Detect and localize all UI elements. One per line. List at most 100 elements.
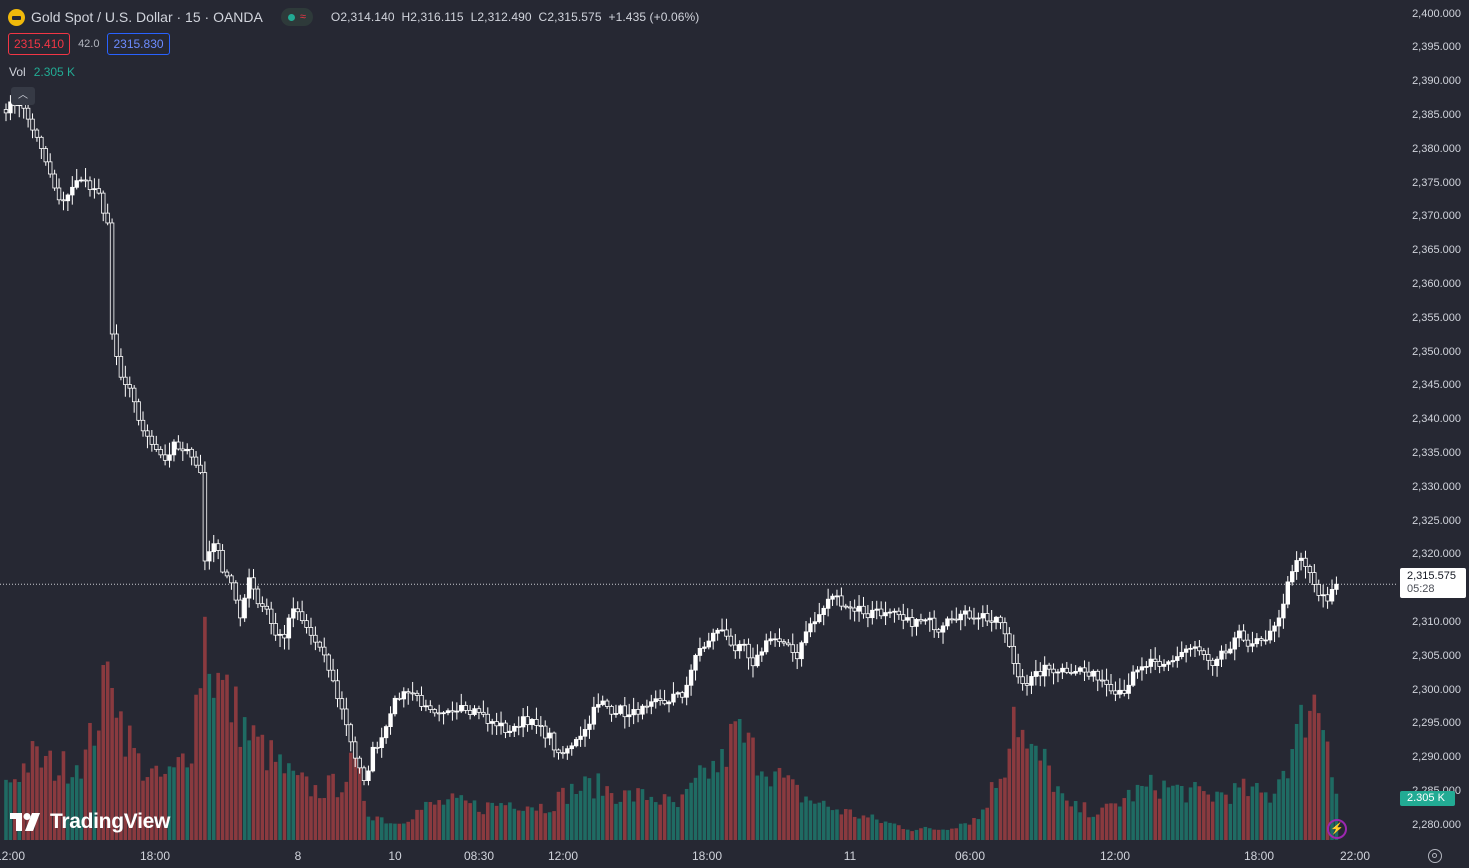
volume-legend: Vol 2.305 K <box>9 65 75 79</box>
candle-body <box>238 599 243 619</box>
sell-button[interactable]: 2315.410 <box>8 33 71 55</box>
volume-bar <box>101 665 106 840</box>
volume-bar <box>508 802 512 840</box>
volume-bar <box>123 756 128 840</box>
candle-body <box>52 173 57 189</box>
buy-button[interactable]: 2315.830 <box>107 33 170 55</box>
time-axis-label: 18:00 <box>139 849 171 863</box>
volume-bar <box>313 785 318 840</box>
time-axis-label: 11 <box>843 849 857 863</box>
time-axis-label: 08:30 <box>463 849 495 863</box>
volume-bar <box>640 789 645 840</box>
volume-bar <box>388 823 393 840</box>
volume-bar <box>1232 783 1237 840</box>
candle-body <box>1219 650 1224 660</box>
lightning-icon[interactable]: ⚡ <box>1327 819 1347 839</box>
volume-bar <box>57 775 61 840</box>
candle-body <box>291 608 296 619</box>
volume-bar <box>1122 798 1127 840</box>
candle-body <box>1144 666 1149 668</box>
price-axis-label: 2,340.000 <box>1412 413 1461 426</box>
volume-bar <box>1210 801 1215 840</box>
candle-body <box>878 608 884 617</box>
volume-bar <box>684 788 689 840</box>
symbol-title[interactable]: Gold Spot / U.S. Dollar · 15 · OANDA <box>31 9 263 25</box>
volume-bar <box>711 760 715 840</box>
time-axis-label: 12:00 <box>1099 849 1131 863</box>
candle-body <box>467 710 473 715</box>
volume-bar <box>543 813 548 840</box>
candle-body <box>1099 679 1105 682</box>
volume-bar <box>35 746 39 840</box>
time-axis-label: 18:00 <box>1243 849 1275 863</box>
market-status[interactable]: ≈ <box>280 8 313 26</box>
candle-body <box>1294 560 1299 572</box>
tradingview-logo[interactable]: TradingView <box>10 810 170 834</box>
volume-bar <box>1237 787 1241 840</box>
candle-body <box>622 705 627 718</box>
volume-bar <box>844 809 848 840</box>
volume-bar <box>21 763 26 840</box>
quote-row: 2315.410 42.0 2315.830 <box>8 33 170 55</box>
settings-gear-icon[interactable] <box>1428 849 1442 863</box>
candle-body <box>803 631 809 644</box>
time-axis-label: 18:00 <box>691 849 723 863</box>
volume-bar <box>1144 786 1149 840</box>
candle-body <box>361 767 367 781</box>
volume-bar <box>927 828 932 840</box>
candle-body <box>927 617 932 621</box>
candle-body <box>993 616 999 623</box>
candle-body <box>693 655 698 671</box>
volume-bar <box>958 823 963 840</box>
volume-bar <box>1281 770 1286 840</box>
volume-label[interactable]: Vol <box>9 65 26 79</box>
volume-bar <box>1219 792 1224 840</box>
candle-body <box>171 441 177 456</box>
candle-body <box>189 448 194 458</box>
candle-body <box>1086 671 1092 677</box>
volume-bar <box>79 778 83 840</box>
volume-bar <box>618 801 623 840</box>
low-value: 2,312.490 <box>477 10 532 24</box>
candle-body <box>1153 658 1158 662</box>
volume-bar <box>1020 729 1025 840</box>
tradingview-logo-text: TradingView <box>50 810 171 833</box>
candle-body <box>529 719 535 726</box>
volume-bar <box>1047 765 1051 840</box>
volume-bar <box>1073 800 1078 840</box>
volume-bar <box>48 750 52 840</box>
volume-bar <box>318 798 322 840</box>
volume-bar <box>1069 806 1074 840</box>
price-scale[interactable]: 2,400.000 2,395.000 2,390.000 2,385.000 2,38… <box>1398 0 1469 845</box>
candle-body <box>591 706 597 725</box>
collapse-legend-button[interactable]: ︿ <box>11 87 35 105</box>
current-price-value: 2,315.575 <box>1407 570 1456 582</box>
volume-bar <box>1131 801 1135 840</box>
volume-bar <box>972 817 976 840</box>
volume-bar <box>534 810 539 840</box>
price-axis-label: 2,335.000 <box>1412 446 1461 459</box>
volume-bar <box>1003 777 1007 840</box>
volume-bar <box>415 809 419 840</box>
candle-body <box>932 617 937 631</box>
candle-body <box>65 194 71 202</box>
chevron-up-icon: ︿ <box>18 90 28 101</box>
time-axis[interactable]: 12:00 18:00 8 10 08:30 12:00 18:00 11 06:00 12:00… <box>0 845 1398 868</box>
candle-body <box>887 611 893 614</box>
candle-body <box>1126 684 1131 694</box>
candle-body <box>61 199 66 202</box>
candle-body <box>489 721 495 724</box>
candle-body <box>379 737 384 748</box>
price-chart[interactable] <box>0 0 1398 845</box>
volume-bar <box>1179 786 1184 840</box>
volume-bar <box>592 798 596 840</box>
candle-body <box>1320 594 1326 597</box>
volume-bar <box>645 800 649 840</box>
volume-bar <box>167 766 172 840</box>
volume-bar <box>366 816 371 840</box>
candle-body <box>1130 671 1136 686</box>
volume-bar <box>1290 749 1295 840</box>
candle-body <box>777 638 782 643</box>
volume-bar <box>481 814 486 840</box>
candle-body <box>498 722 504 727</box>
